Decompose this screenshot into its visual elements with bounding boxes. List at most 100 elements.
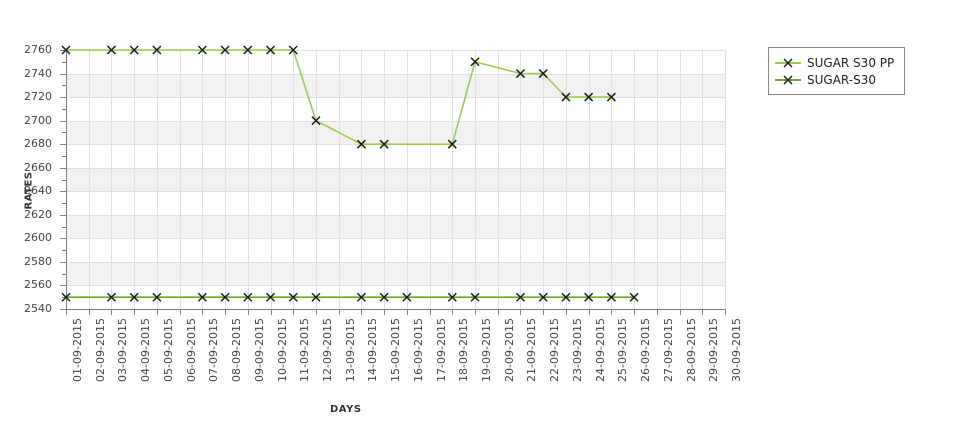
data-point-marker [243, 292, 253, 302]
data-point-marker [379, 139, 389, 149]
gridline-horizontal [66, 120, 725, 122]
series-layer [61, 45, 639, 302]
gridline-horizontal [66, 50, 725, 51]
data-point-marker [106, 292, 116, 302]
y-tick-minor [62, 297, 66, 299]
y-tick-minor [62, 226, 66, 228]
y-tick [60, 97, 66, 99]
data-point-marker [265, 45, 276, 55]
gridline-vertical [702, 50, 704, 309]
data-point-marker [106, 45, 116, 55]
y-tick [60, 144, 66, 146]
y-tick-label: 2600 [24, 231, 52, 245]
y-tick-label: 2700 [24, 113, 52, 127]
data-point-marker [629, 292, 639, 302]
gridline-vertical [202, 50, 204, 309]
gridline-vertical [588, 50, 590, 309]
y-tick-minor [62, 273, 66, 275]
gridline-vertical [656, 50, 658, 309]
data-point-marker [606, 92, 616, 102]
y-tick-label: 2760 [24, 43, 52, 56]
y-tick [60, 214, 66, 216]
data-point-marker [197, 45, 207, 55]
legend-item[interactable]: SUGAR S30 PP [775, 54, 894, 71]
y-tick-minor [62, 85, 66, 87]
gridline-horizontal [66, 285, 725, 287]
gridline-vertical [225, 50, 227, 309]
grid-band [66, 261, 725, 286]
gridline-vertical [88, 50, 90, 309]
plot-wrapper: 2540 2560 2580 2600 2620 2640 2660 2680 2700 2720… [23, 43, 744, 415]
data-point-marker [447, 292, 457, 302]
gridline-vertical [543, 50, 545, 309]
gridline-vertical [725, 50, 726, 309]
gridline-vertical [429, 50, 431, 309]
data-point-marker [447, 139, 457, 149]
x-tick [634, 310, 636, 315]
x-tick [66, 310, 67, 315]
data-point-marker [379, 292, 389, 302]
gridline-vertical [179, 50, 181, 309]
data-point-marker [356, 292, 366, 302]
x-tick [338, 310, 340, 315]
y-tick-label: 2720 [24, 90, 52, 104]
grid-band [66, 167, 725, 192]
data-point-marker [288, 45, 298, 55]
data-point-marker [220, 292, 230, 302]
grid-band [66, 214, 725, 239]
data-point-marker [470, 292, 480, 302]
gridline-vertical [611, 50, 613, 309]
gridline-horizontal [66, 191, 725, 193]
x-tick [88, 310, 90, 315]
y-tick-minor [62, 179, 66, 181]
y-tick-label: 2740 [24, 66, 52, 80]
data-point-marker [265, 292, 276, 302]
data-point-marker [561, 92, 571, 102]
y-tick [60, 120, 66, 122]
legend-label: SUGAR S30 PP [807, 55, 895, 70]
x-tick [475, 310, 477, 315]
gridline-horizontal [66, 261, 725, 263]
data-point-marker [515, 292, 526, 302]
y-tick-label: 2620 [24, 207, 52, 221]
data-point-marker [197, 292, 207, 302]
x-tick [202, 310, 204, 315]
y-axis-title: RATES [23, 171, 35, 210]
data-point-marker [129, 292, 139, 302]
y-tick [60, 167, 66, 169]
y-tick [60, 309, 66, 310]
y-tick-label: 2580 [24, 254, 52, 268]
data-point-marker [288, 292, 298, 302]
x-tick [611, 310, 613, 315]
x-tick [179, 310, 181, 315]
y-tick-label: 2560 [24, 278, 52, 292]
gridline-vertical [111, 50, 113, 309]
x-tick [293, 310, 295, 315]
y-tick-minor [62, 61, 66, 63]
data-point-marker [584, 292, 594, 302]
y-tick [60, 191, 66, 193]
x-tick [588, 310, 590, 315]
data-point-marker [606, 292, 616, 302]
y-tick-label: 2660 [24, 160, 52, 174]
gridline-vertical [315, 50, 317, 309]
gridline-horizontal [66, 214, 725, 216]
x-tick [156, 310, 158, 315]
x-tick [361, 310, 363, 315]
x-tick [315, 310, 317, 315]
data-point-marker [61, 292, 71, 302]
y-tick [60, 238, 66, 240]
data-point-marker [470, 57, 480, 67]
gridline-vertical [497, 50, 499, 309]
data-point-marker [515, 69, 526, 79]
gridline-vertical [293, 50, 295, 309]
legend-item[interactable]: SUGAR-S30 [775, 71, 894, 88]
chart-legend: SUGAR S30 PP SUGAR-S30 [768, 47, 906, 95]
data-point-marker [584, 92, 594, 102]
y-tick-label: 2680 [24, 137, 52, 151]
x-axis-line [66, 309, 726, 310]
gridline-horizontal [66, 73, 725, 75]
gridline-horizontal [66, 97, 725, 99]
data-point-marker [129, 45, 139, 55]
data-point-marker [220, 45, 230, 55]
